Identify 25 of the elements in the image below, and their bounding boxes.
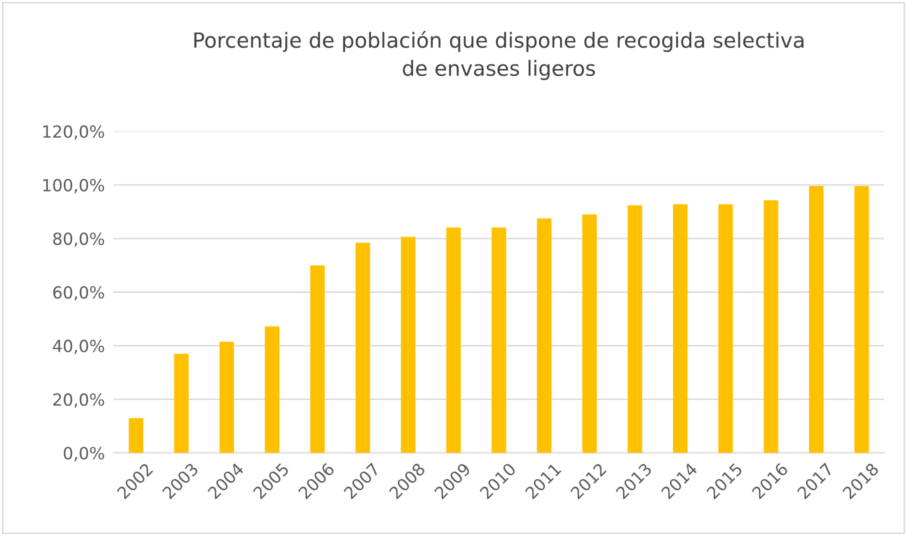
bar — [310, 265, 325, 453]
bar — [854, 186, 869, 453]
y-tick-label: 20,0% — [53, 393, 104, 408]
bar — [219, 342, 234, 453]
y-tick-label: 100,0% — [43, 178, 104, 194]
y-tick-label: 0,0% — [64, 446, 104, 462]
bar — [764, 200, 778, 453]
bar — [492, 228, 506, 453]
y-tick-label: 40,0% — [52, 340, 104, 354]
bar — [718, 204, 733, 453]
chart-title: Porcentaje de población que dispone de recogida selectiva de envases ligeros — [194, 31, 804, 80]
y-tick-label: 80,0% — [53, 232, 104, 247]
bar — [582, 214, 597, 453]
bar — [628, 205, 642, 453]
y-tick-label: 60,0% — [53, 286, 104, 300]
bar — [356, 242, 370, 453]
bar — [174, 354, 189, 453]
bar — [809, 186, 824, 453]
bar — [400, 236, 416, 453]
bar — [536, 218, 552, 453]
y-tick-label: 120,0% — [43, 125, 104, 140]
bar — [446, 228, 461, 453]
bar — [264, 326, 280, 453]
bar — [672, 204, 688, 453]
bar — [128, 418, 144, 453]
